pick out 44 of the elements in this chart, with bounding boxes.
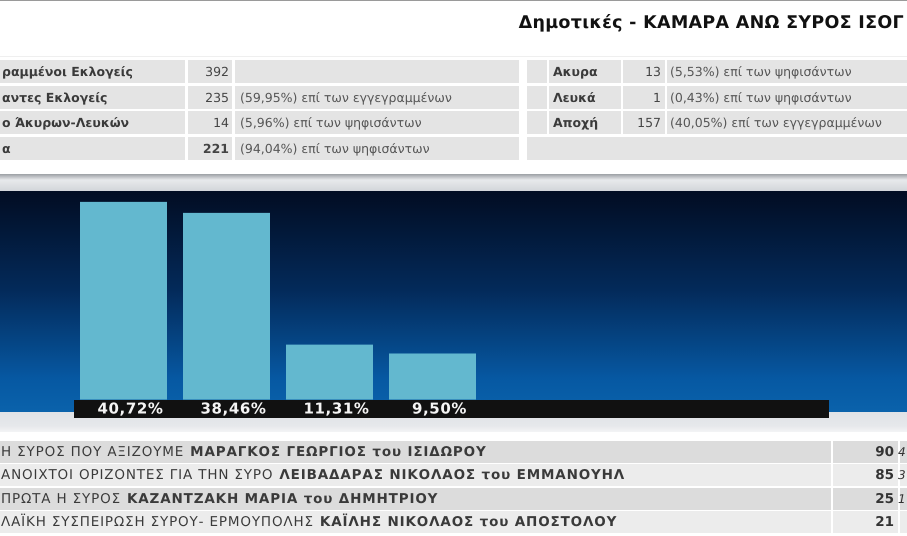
- bar: [80, 202, 167, 400]
- text: Λευκά: [553, 89, 596, 107]
- text: (0,43%) επί των ψηφισάντων: [670, 89, 852, 107]
- text: (59,95%) επί των εγγεγραμμένων: [240, 89, 452, 107]
- text: ΑΝΟΙΧΤΟΙ ΟΡΙΖΟΝΤΕΣ ΓΙΑ ΤΗΝ ΣΥΡΟ: [1, 467, 274, 483]
- text: ραμμένοι Εκλογείς: [2, 63, 133, 81]
- text: 25: [875, 490, 894, 509]
- text: 1: [898, 488, 906, 510]
- text: 235: [205, 89, 229, 107]
- text: (40,05%) επί των εγγεγραμμένων: [670, 114, 882, 132]
- bar: [183, 212, 270, 400]
- text: ΚΑΪΛΗΣ ΝΙΚΟΛΑΟΣ του ΑΠΟΣΤΟΛΟΥ: [320, 514, 618, 530]
- text: Αποχή: [553, 114, 598, 132]
- bar: [389, 353, 476, 400]
- text: (5,96%) επί των ψηφισάντων: [240, 114, 422, 132]
- text: 4: [898, 441, 906, 463]
- text: 1: [653, 89, 661, 107]
- text: ΚΑΖΑΝΤΖΑΚΗ ΜΑΡΙΑ του ΔΗΜΗΤΡΙΟΥ: [126, 491, 438, 507]
- text: 392: [205, 63, 229, 81]
- text: ΛΕΙΒΑΔΑΡΑΣ ΝΙΚΟΛΑΟΣ του ΕΜΜΑΝΟΥΗΛ: [279, 467, 626, 483]
- text: Ακυρα: [553, 63, 598, 81]
- text: ΜΑΡΑΓΚΟΣ ΓΕΩΡΓΙΟΣ του ΙΣΙΔΩΡΟΥ: [190, 444, 487, 460]
- text: (94,04%) επί των ψηφισάντων: [240, 140, 430, 158]
- text: 221: [202, 140, 229, 158]
- data-label: 9,50%: [412, 400, 468, 418]
- text: ΠΡΩΤΑ Η ΣΥΡΟΣ: [1, 491, 121, 507]
- text: 13: [645, 63, 661, 81]
- text: ο Άκυρων-Λευκών: [2, 114, 130, 132]
- text: Δημοτικές - ΚΑΜΑΡΑ ΑΝΩ ΣΥΡΟΣ ΙΣΟΓ: [518, 13, 904, 33]
- text: 157: [637, 114, 661, 132]
- text: αντες Εκλογείς: [2, 89, 108, 107]
- data-label: 38,46%: [200, 400, 267, 418]
- text: 21: [875, 513, 894, 532]
- data-label: 11,31%: [303, 400, 370, 418]
- data-label: 40,72%: [97, 400, 164, 418]
- text: 3: [898, 464, 906, 486]
- text: 85: [875, 466, 894, 485]
- text: ΛΑΪΚΗ ΣΥΣΠΕΙΡΩΣΗ ΣΥΡΟΥ- ΕΡΜΟΥΠΟΛΗΣ: [1, 514, 314, 530]
- text: α: [2, 140, 11, 158]
- text: (5,53%) επί των ψηφισάντων: [670, 63, 852, 81]
- bar: [286, 344, 373, 400]
- text: Η ΣΥΡΟΣ ΠΟΥ ΑΞΙΖΟΥΜΕ: [1, 444, 184, 460]
- text: 14: [213, 114, 229, 132]
- text: 90: [875, 443, 894, 462]
